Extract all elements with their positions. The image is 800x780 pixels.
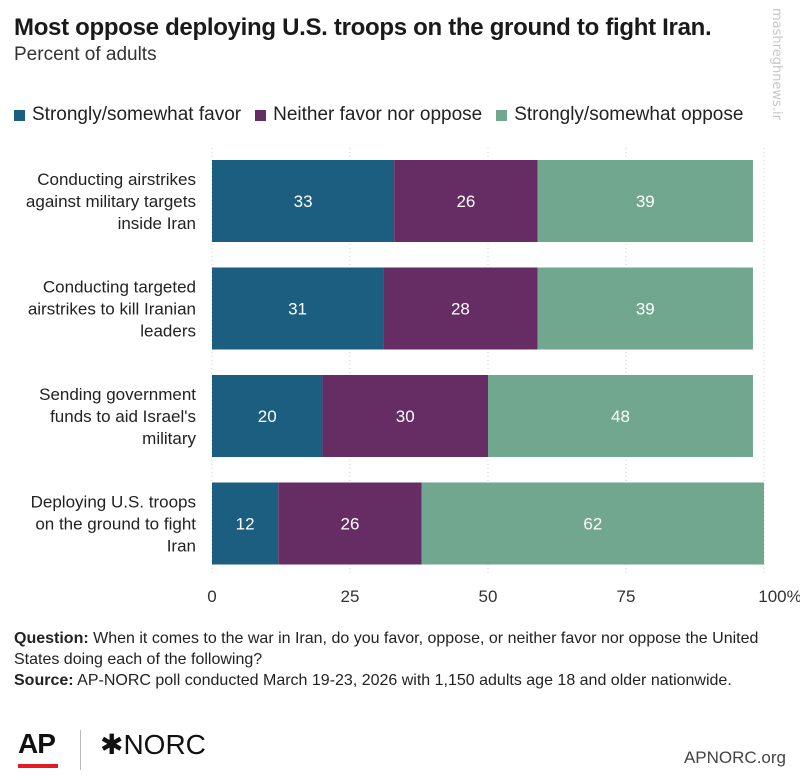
bar-favor-3 [212, 482, 279, 565]
bar-oppose-2 [488, 375, 753, 457]
bar-favor-2 [212, 375, 323, 457]
category-label-3-2: Iran [167, 537, 196, 556]
data-label-neither-1: 28 [451, 300, 470, 319]
x-tick-label-2: 50 [479, 587, 498, 606]
bar-favor-0 [212, 160, 395, 242]
bar-neither-0 [394, 160, 538, 242]
category-label-1-0: Conducting targeted [43, 278, 196, 297]
data-label-favor-0: 33 [294, 192, 313, 211]
question-text: When it comes to the war in Iran, do you… [14, 630, 759, 668]
category-label-2-1: funds to aid Israel's [50, 407, 196, 426]
question-note: Question: When it comes to the war in Ir… [14, 628, 784, 670]
data-label-favor-1: 31 [288, 300, 307, 319]
category-label-0-1: against military targets [26, 192, 196, 211]
x-tick-label-3: 75 [617, 587, 636, 606]
source-text: AP-NORC poll conducted March 19-23, 2026… [77, 672, 732, 689]
category-label-2-2: military [142, 429, 196, 448]
bar-favor-1 [212, 267, 384, 350]
source-note: Source: AP-NORC poll conducted March 19-… [14, 670, 784, 691]
category-label-3-0: Deploying U.S. troops [31, 493, 196, 512]
chart-title: Most oppose deploying U.S. troops on the… [14, 14, 712, 41]
norc-logo: ✱NORC [100, 729, 206, 760]
bar-neither-3 [278, 482, 422, 565]
legend-label-favor: Strongly/somewhat favor [32, 104, 242, 125]
legend-swatch-oppose [496, 109, 508, 121]
watermark: mashreghnews.ir [769, 8, 784, 120]
legend-swatch-neither [255, 109, 267, 121]
data-label-neither-2: 30 [396, 407, 415, 426]
data-label-favor-2: 20 [258, 407, 277, 426]
category-label-2-0: Sending government [39, 385, 196, 404]
logo-divider [80, 730, 81, 770]
legend-swatch-favor [14, 109, 25, 121]
data-label-oppose-0: 39 [636, 192, 655, 211]
chart-subtitle: Percent of adults [14, 44, 157, 65]
legend-label-neither: Neither favor nor oppose [273, 104, 483, 125]
logo-bar: AP ✱NORC APNORC.org [14, 724, 786, 774]
category-label-1-2: leaders [140, 322, 196, 341]
data-label-neither-3: 26 [341, 515, 360, 534]
data-label-oppose-2: 48 [611, 407, 630, 426]
bar-oppose-3 [421, 482, 764, 565]
category-label-0-0: Conducting airstrikes [37, 170, 196, 189]
footnote: Question: When it comes to the war in Ir… [14, 628, 784, 691]
bar-oppose-0 [537, 160, 753, 242]
bar-neither-1 [383, 267, 538, 350]
data-label-favor-3: 12 [236, 515, 255, 534]
ap-logo: AP [18, 728, 56, 759]
legend-item-neither: Neither favor nor oppose [255, 104, 482, 126]
legend-item-oppose: Strongly/somewhat oppose [496, 104, 743, 126]
data-label-neither-0: 26 [456, 192, 475, 211]
legend: Strongly/somewhat favor Neither favor no… [14, 104, 792, 126]
source-label: Source: [14, 672, 74, 689]
bar-neither-2 [322, 375, 488, 457]
data-label-oppose-1: 39 [636, 300, 655, 319]
bar-oppose-1 [537, 267, 753, 350]
stacked-bar-chart: 33 26 39 Conducting airstrikes against milit… [26, 148, 800, 606]
category-label-3-1: on the ground to fight [35, 515, 196, 534]
legend-label-oppose: Strongly/somewhat oppose [514, 104, 744, 125]
category-label-1-1: airstrikes to kill Iranian [28, 300, 196, 319]
x-tick-label-0: 0 [207, 587, 216, 606]
category-label-0-2: inside Iran [118, 214, 196, 233]
data-label-oppose-3: 62 [583, 515, 602, 534]
x-tick-label-4: 100% [758, 587, 800, 606]
x-tick-label-1: 25 [341, 587, 360, 606]
question-label: Question: [14, 630, 89, 647]
ap-logo-underline [18, 764, 58, 768]
legend-item-favor: Strongly/somewhat favor [14, 104, 241, 126]
site-url: APNORC.org [683, 748, 786, 767]
